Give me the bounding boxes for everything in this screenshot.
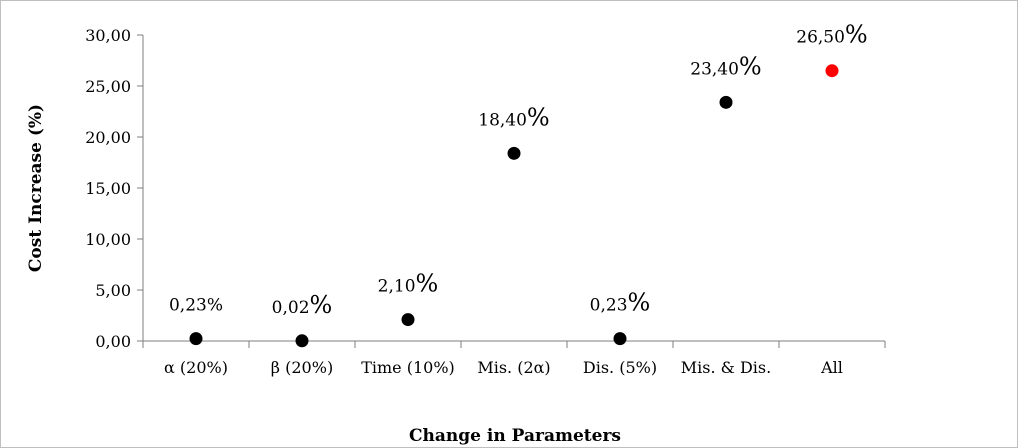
data-label: 0,23% [590, 289, 651, 317]
data-point [613, 332, 627, 346]
data-point [401, 313, 415, 327]
y-tick-label: 30,00 [85, 26, 131, 45]
data-label: 23,40% [690, 52, 761, 80]
data-points [189, 64, 839, 348]
data-point [507, 146, 521, 160]
x-tick-label: Mis. & Dis. [681, 358, 771, 377]
x-tick-label: α (20%) [164, 358, 228, 377]
y-axis-title: Cost Increase (%) [26, 104, 46, 272]
data-point [189, 332, 203, 346]
x-tick-label: All [820, 358, 843, 377]
x-axis-title: Change in Parameters [409, 426, 621, 446]
x-tick-label: β (20%) [271, 358, 333, 377]
data-label: 0,23% [169, 296, 223, 316]
x-tick-label: Mis. (2α) [477, 358, 550, 377]
y-axis: 0,00 5,00 10,00 15,00 20,00 25,00 30,00 [85, 26, 144, 351]
y-tick-label: 5,00 [95, 281, 131, 300]
data-label: 26,50% [796, 21, 867, 49]
data-point [825, 64, 839, 78]
x-tick-label: Dis. (5%) [583, 358, 657, 377]
y-tick-label: 15,00 [85, 179, 131, 198]
y-tick-label: 25,00 [85, 77, 131, 96]
y-tick-label: 0,00 [95, 332, 131, 351]
x-axis: α (20%) β (20%) Time (10%) Mis. (2α) Dis. (5… [142, 340, 886, 377]
data-label: 0,02% [272, 291, 333, 319]
data-label: 18,40% [478, 103, 549, 131]
y-tick-label: 10,00 [85, 230, 131, 249]
data-labels: 0,23% 0,02% 2,10% 18,40% 0,23% 23,40% 26,50% [169, 21, 868, 319]
data-point [295, 334, 309, 348]
y-tick-label: 20,00 [85, 128, 131, 147]
data-label: 2,10% [378, 270, 439, 298]
data-point [719, 95, 733, 109]
x-tick-label: Time (10%) [361, 358, 455, 377]
